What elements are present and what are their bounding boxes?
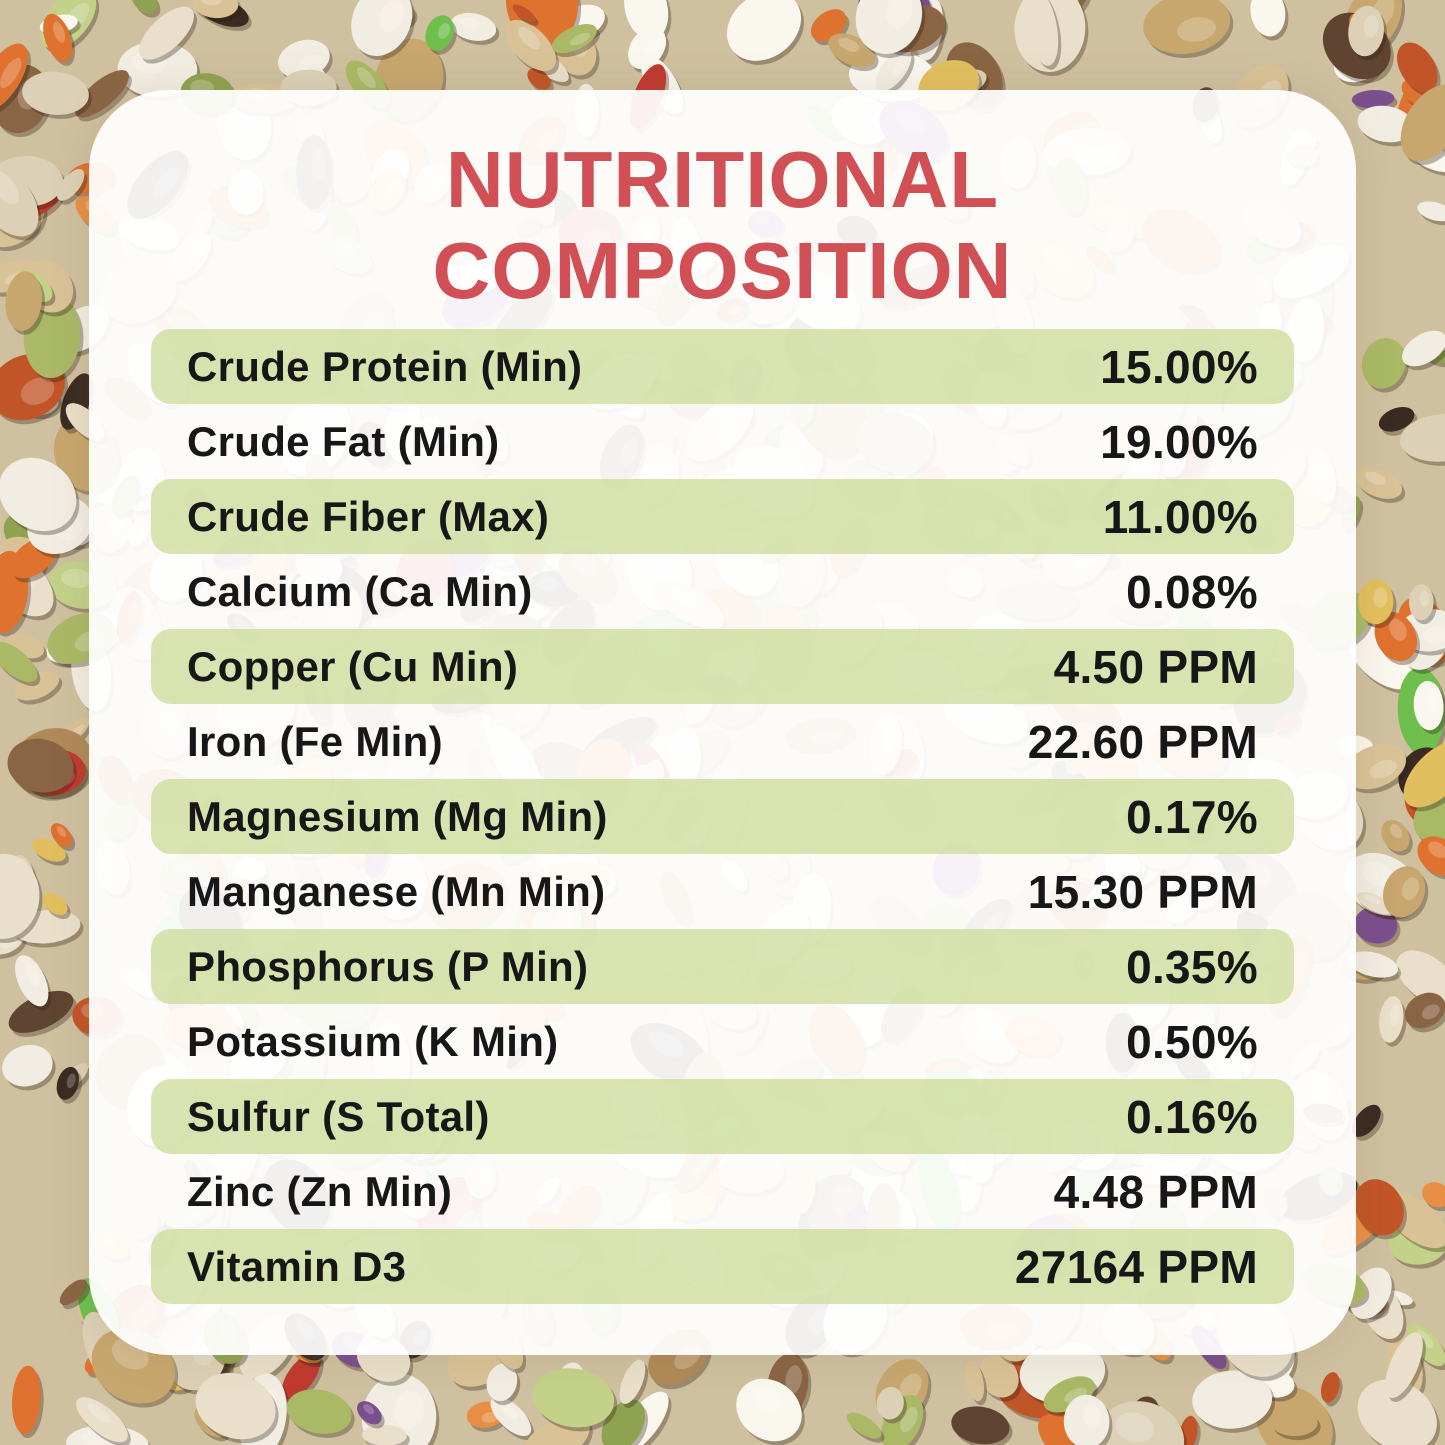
table-row: Zinc (Zn Min) 4.48 PPM: [151, 1154, 1294, 1229]
nutrient-value: 0.17%: [1126, 790, 1258, 843]
nutrition-card: NUTRITIONAL COMPOSITION Crude Protein (M…: [89, 90, 1356, 1355]
table-row: Crude Protein (Min) 15.00%: [151, 329, 1294, 404]
nutrient-label: Crude Protein (Min): [187, 342, 583, 390]
title-line-1: NUTRITIONAL: [445, 135, 1000, 224]
nutrient-label: Phosphorus (P Min): [187, 942, 589, 990]
nutrient-value: 0.50%: [1126, 1015, 1258, 1068]
nutrient-label: Potassium (K Min): [187, 1017, 559, 1065]
nutrient-label: Zinc (Zn Min): [187, 1167, 453, 1215]
table-row: Potassium (K Min) 0.50%: [151, 1004, 1294, 1079]
nutrient-value: 27164 PPM: [1014, 1240, 1258, 1293]
nutrient-value: 4.50 PPM: [1053, 640, 1258, 693]
table-row: Manganese (Mn Min) 15.30 PPM: [151, 854, 1294, 929]
nutrient-value: 0.08%: [1126, 565, 1258, 618]
nutrient-value: 22.60 PPM: [1027, 715, 1258, 768]
page-title: NUTRITIONAL COMPOSITION: [89, 134, 1356, 316]
title-line-2: COMPOSITION: [432, 226, 1013, 315]
nutrient-value: 15.00%: [1100, 340, 1258, 393]
table-row: Iron (Fe Min) 22.60 PPM: [151, 704, 1294, 779]
nutrient-label: Copper (Cu Min): [187, 642, 519, 690]
nutrient-value: 19.00%: [1100, 415, 1258, 468]
nutrient-label: Crude Fiber (Max): [187, 492, 550, 540]
nutrient-label: Iron (Fe Min): [187, 717, 443, 765]
table-row: Copper (Cu Min) 4.50 PPM: [151, 629, 1294, 704]
table-row: Sulfur (S Total) 0.16%: [151, 1079, 1294, 1154]
nutrient-value: 4.48 PPM: [1053, 1165, 1258, 1218]
nutrient-label: Magnesium (Mg Min): [187, 792, 608, 840]
table-row: Vitamin D3 27164 PPM: [151, 1229, 1294, 1304]
table-row: Phosphorus (P Min) 0.35%: [151, 929, 1294, 1004]
nutrition-table: Crude Protein (Min) 15.00% Crude Fat (Min)…: [151, 329, 1294, 1304]
nutrient-label: Vitamin D3: [187, 1242, 407, 1290]
nutrient-value: 0.35%: [1126, 940, 1258, 993]
nutrient-label: Sulfur (S Total): [187, 1092, 490, 1140]
table-row: Calcium (Ca Min) 0.08%: [151, 554, 1294, 629]
table-row: Magnesium (Mg Min) 0.17%: [151, 779, 1294, 854]
nutrient-value: 15.30 PPM: [1027, 865, 1258, 918]
nutrient-label: Calcium (Ca Min): [187, 567, 533, 615]
nutrient-value: 0.16%: [1126, 1090, 1258, 1143]
nutrient-label: Crude Fat (Min): [187, 417, 500, 465]
nutrient-value: 11.00%: [1102, 490, 1258, 543]
table-row: Crude Fat (Min) 19.00%: [151, 404, 1294, 479]
nutrient-label: Manganese (Mn Min): [187, 867, 606, 915]
table-row: Crude Fiber (Max) 11.00%: [151, 479, 1294, 554]
